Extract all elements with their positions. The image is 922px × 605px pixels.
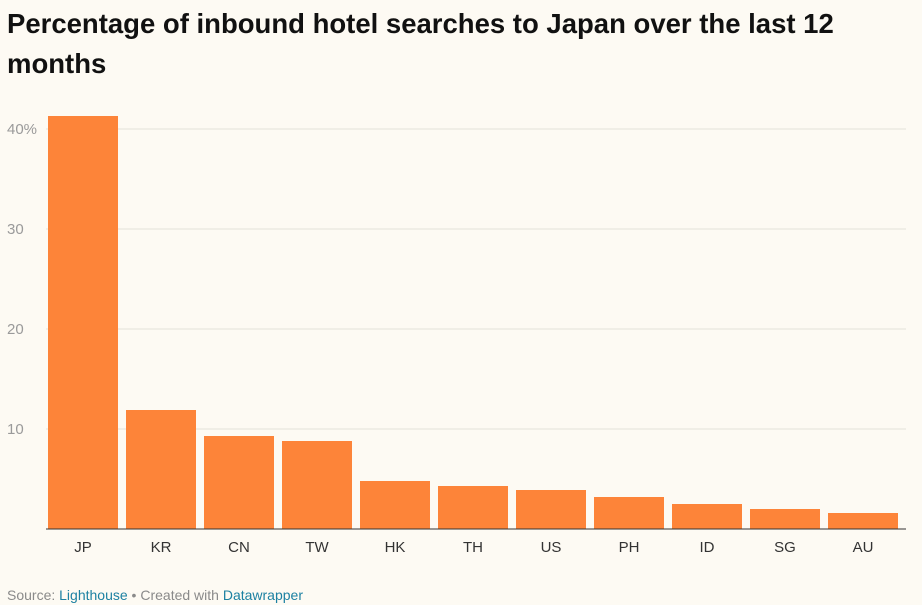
bar-chart: 10 20 30 40% JP KR CN TW HK TH US PH ID SG AU	[7, 116, 906, 556]
bar-hk	[360, 481, 430, 529]
bar-tw	[282, 441, 352, 529]
x-tick-label: CN	[228, 539, 250, 556]
bars	[48, 116, 898, 529]
y-axis-ticks: 10 20 30 40%	[7, 121, 37, 438]
bar-au	[828, 513, 898, 529]
x-tick-label: PH	[619, 539, 640, 556]
x-tick-label: TH	[463, 539, 483, 556]
bar-kr	[126, 410, 196, 529]
x-tick-label: US	[541, 539, 562, 556]
created-with-prefix: Created with	[140, 587, 223, 603]
datawrapper-link[interactable]: Datawrapper	[222, 587, 303, 603]
bar-id	[672, 504, 742, 529]
x-tick-label: HK	[385, 539, 406, 556]
y-tick-label: 10	[7, 421, 24, 438]
source-prefix: Source:	[7, 587, 60, 603]
x-tick-label: TW	[305, 539, 329, 556]
chart-footer: Source: Lighthouse • Created with Datawr…	[7, 587, 303, 603]
x-tick-label: JP	[74, 539, 92, 556]
bar-sg	[750, 509, 820, 529]
x-tick-label: KR	[151, 539, 172, 556]
gridlines	[46, 128, 906, 430]
bar-jp	[48, 116, 118, 529]
y-tick-label: 40%	[7, 121, 37, 138]
y-tick-label: 20	[7, 321, 24, 338]
y-tick-label: 30	[7, 221, 24, 238]
x-axis-ticks: JP KR CN TW HK TH US PH ID SG AU	[74, 539, 873, 556]
x-tick-label: SG	[774, 539, 796, 556]
bar-th	[438, 486, 508, 529]
source-link[interactable]: Lighthouse	[59, 587, 128, 603]
x-tick-label: AU	[853, 539, 874, 556]
footer-separator: •	[127, 587, 141, 603]
bar-ph	[594, 497, 664, 529]
bar-us	[516, 490, 586, 529]
chart-title: Percentage of inbound hotel searches to …	[7, 8, 834, 79]
x-tick-label: ID	[700, 539, 715, 556]
bar-cn	[204, 436, 274, 529]
